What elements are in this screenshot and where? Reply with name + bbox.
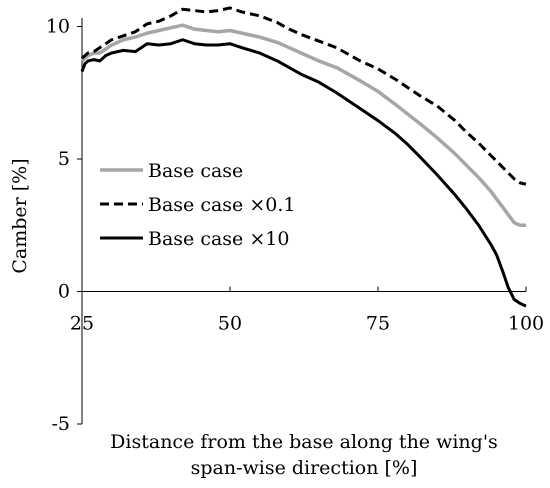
y-tick-label: 10 (46, 16, 70, 38)
y-tick-label: 0 (58, 281, 70, 303)
y-axis-title: Camber [%] (9, 158, 31, 273)
legend-label-1: Base case (148, 160, 243, 182)
series-lines (80, 6, 527, 308)
y-tick-label: 5 (58, 148, 70, 170)
axis-titles: Distance from the base along the wing's … (9, 158, 498, 479)
x-tick-label: 100 (508, 313, 544, 335)
x-tick-label: 50 (218, 313, 242, 335)
x-axis-title-line-1: Distance from the base along the wing's (110, 431, 498, 453)
series-line-1 (80, 23, 526, 227)
legend-label-2: Base case ×0.1 (148, 194, 295, 216)
legend-label-3: Base case ×10 (148, 228, 289, 250)
y-tick-label: -5 (51, 413, 70, 435)
series-line-2 (80, 6, 527, 186)
x-axis-title-line-2: span-wise direction [%] (191, 457, 418, 479)
legend: Base case Base case ×0.1 Base case ×10 (100, 160, 295, 250)
x-tick-label: 25 (70, 313, 94, 335)
x-tick-label: 75 (366, 313, 390, 335)
series-line-3 (80, 38, 527, 308)
